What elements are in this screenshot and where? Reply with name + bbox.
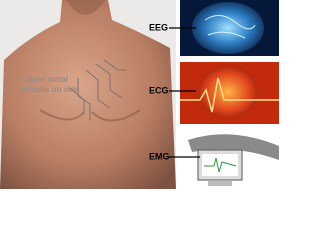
neck-shadow: [66, 0, 105, 15]
arm: [188, 134, 279, 160]
brain-folds: [204, 15, 256, 39]
monitor-stand: [208, 181, 232, 186]
label: EMG: [149, 151, 170, 161]
label: EEG: [149, 22, 168, 32]
torso: [0, 0, 176, 189]
circuit: [69, 59, 126, 120]
screen: [202, 154, 238, 176]
ecg-trace: [180, 77, 279, 113]
annotation-line: Liquid metal: [21, 75, 68, 84]
annotation-line: circuits on skin: [21, 85, 80, 94]
labels: EEG ECG EMG: [149, 22, 200, 161]
emg-trace: [204, 157, 237, 173]
brain: [192, 2, 264, 54]
figure: Liquid metal circuits on skin EEG ECG EM…: [0, 0, 279, 189]
annotation: Liquid metal circuits on skin: [21, 75, 80, 94]
chest-contour: [39, 109, 141, 122]
label: ECG: [149, 85, 169, 95]
